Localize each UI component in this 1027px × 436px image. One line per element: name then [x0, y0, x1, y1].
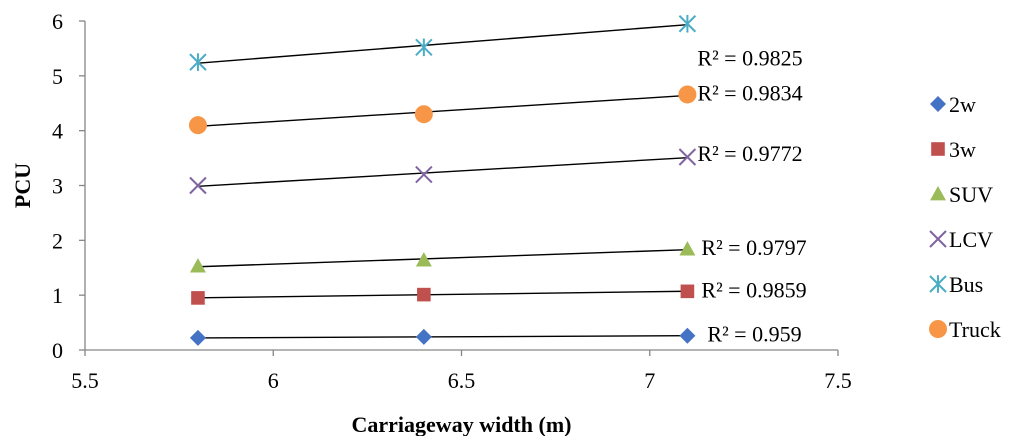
legend-item-bus: Bus: [929, 272, 983, 297]
y-tick-label: 3: [52, 174, 63, 199]
legend: 2w 3w SUV LCV Bus Truck: [929, 92, 1001, 342]
legend-item-lcv: LCV: [929, 227, 993, 252]
point-2w: [415, 328, 432, 345]
point-bus: [415, 38, 433, 57]
legend-label: LCV: [949, 227, 993, 252]
r2-label-2w: R² = 0.959: [707, 322, 801, 347]
x-tick-label: 6.5: [448, 368, 476, 393]
legend-item-truck: Truck: [929, 317, 1001, 342]
x-tick-label: 7: [644, 368, 655, 393]
x-axis-title: Carriageway width (m): [352, 412, 572, 436]
y-tick-label: 6: [52, 9, 63, 34]
r2-label-truck: R² = 0.9834: [697, 80, 802, 105]
trendline-3w: [197, 290, 688, 299]
x-tick-label: 7.5: [824, 368, 852, 393]
y-tick-label: 5: [52, 64, 63, 89]
point-suv: [415, 252, 432, 267]
point-lcv: [415, 165, 433, 184]
y-tick-label: 1: [52, 283, 63, 308]
r2-labels: R² = 0.959 R² = 0.9859 R² = 0.9797 R² = 0.9…: [697, 46, 806, 347]
legend-item-3w: 3w: [931, 137, 976, 162]
point-truck: [678, 85, 697, 104]
data-points: [188, 14, 697, 346]
point-suv: [679, 241, 696, 256]
y-axis-title: PCU: [10, 163, 35, 208]
trendline-suv: [197, 248, 688, 268]
legend-label: 2w: [949, 92, 976, 117]
r2-label-suv: R² = 0.9797: [701, 235, 806, 260]
point-3w: [417, 287, 431, 302]
point-3w: [680, 284, 695, 299]
trendline-lcv: [197, 156, 688, 187]
trendline-2w: [197, 335, 688, 339]
legend-label: SUV: [949, 182, 993, 207]
r2-label-bus: R² = 0.9825: [697, 46, 802, 71]
trendlines: [197, 23, 688, 339]
point-suv: [189, 258, 206, 273]
y-tick-label: 2: [52, 228, 63, 253]
point-bus: [678, 14, 697, 33]
legend-label: Truck: [949, 317, 1001, 342]
point-lcv: [678, 148, 697, 166]
x-tick-labels: 5.5 6 6.5 7 7.5: [71, 368, 852, 393]
legend-item-suv: SUV: [930, 182, 993, 207]
r2-label-3w: R² = 0.9859: [701, 277, 806, 302]
x-tick-label: 5.5: [71, 368, 99, 393]
point-2w: [189, 329, 206, 346]
legend-label: 3w: [949, 137, 976, 162]
r2-label-lcv: R² = 0.9772: [697, 141, 802, 166]
trendline-truck: [197, 94, 688, 128]
legend-label: Bus: [949, 272, 983, 297]
trendline-bus: [197, 23, 688, 64]
y-tick-label: 4: [52, 119, 63, 144]
point-3w: [191, 291, 205, 305]
point-bus: [189, 53, 207, 71]
y-tick-labels: 0 1 2 3 4 5 6: [52, 9, 63, 363]
y-tick-label: 0: [52, 338, 63, 363]
x-tick-label: 6: [268, 368, 279, 393]
axes: [79, 20, 839, 356]
point-truck: [188, 116, 207, 135]
point-lcv: [189, 176, 207, 195]
point-truck: [414, 105, 433, 124]
point-2w: [679, 327, 696, 344]
legend-item-2w: 2w: [930, 92, 976, 117]
